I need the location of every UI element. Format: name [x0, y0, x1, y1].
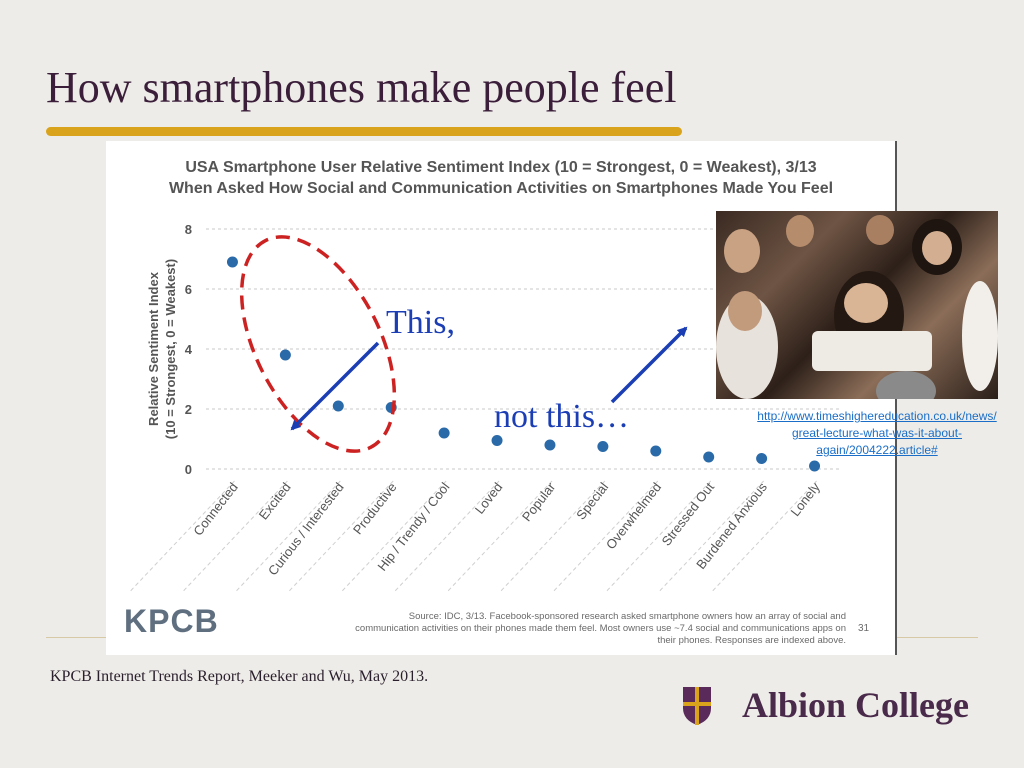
albion-shield-icon	[683, 687, 711, 725]
slide-title: How smartphones make people feel	[46, 63, 677, 112]
chart-source-note: Source: IDC, 3/13. Facebook-sponsored re…	[326, 611, 846, 647]
x-tick-label: Popular	[519, 479, 559, 524]
category-leader	[553, 480, 659, 592]
data-point	[332, 400, 344, 412]
category-leader	[606, 480, 712, 592]
lecture-hall-photo	[716, 211, 998, 399]
data-point	[279, 349, 291, 361]
photo-figure	[876, 371, 936, 399]
category-leader	[394, 480, 500, 592]
data-point	[438, 427, 450, 439]
category-leader	[659, 480, 764, 592]
y-tick-label: 8	[185, 222, 192, 237]
x-tick-label: Connected	[190, 480, 241, 539]
y-axis-label: (10 = Strongest, 0 = Weakest)	[163, 259, 178, 439]
albion-college-wordmark: Albion College	[742, 685, 970, 725]
category-leader	[288, 480, 394, 592]
source-line: communication activities on their phones…	[355, 623, 846, 634]
category-leader	[341, 480, 447, 592]
photo-figure	[724, 229, 760, 273]
x-tick-label: Stressed Out	[659, 479, 718, 548]
data-point	[226, 256, 238, 268]
x-tick-label: Loved	[472, 480, 506, 517]
photo-figure	[866, 215, 894, 245]
data-point	[385, 402, 397, 413]
link-line[interactable]: http://www.timeshighereducation.co.uk/ne…	[757, 409, 997, 423]
category-leader	[447, 480, 553, 592]
y-tick-label: 2	[185, 402, 192, 417]
link-line[interactable]: again/2004222.article#	[816, 443, 938, 457]
y-tick-label: 4	[185, 342, 193, 357]
y-tick-label: 0	[185, 462, 192, 477]
chart-title-line-1: USA Smartphone User Relative Sentiment I…	[185, 159, 817, 176]
photo-figure	[728, 291, 762, 331]
kpcb-logo: KPCB	[124, 603, 219, 639]
category-leader	[500, 480, 606, 592]
callout-this: This,	[386, 304, 455, 341]
chart-page-number: 31	[858, 623, 870, 634]
data-point	[597, 441, 609, 452]
y-tick-label: 6	[185, 282, 192, 297]
data-point	[809, 460, 821, 472]
category-leader	[183, 480, 288, 592]
category-leader	[130, 480, 235, 592]
x-tick-label: Special	[573, 480, 611, 523]
source-line: their phones. Responses are indexed abov…	[657, 635, 846, 646]
data-point	[544, 439, 556, 451]
x-tick-label: Lonely	[787, 479, 823, 519]
source-line: Source: IDC, 3/13. Facebook-sponsored re…	[408, 611, 846, 622]
category-leader	[235, 480, 341, 592]
x-tick-label: Productive	[350, 480, 400, 538]
photo-figure	[922, 231, 952, 265]
photo-figure	[844, 283, 888, 323]
x-tick-label: Excited	[256, 480, 294, 523]
data-point	[703, 451, 715, 463]
title-underline	[46, 127, 682, 136]
photo-figure	[962, 281, 998, 391]
x-tick-label: Overwhelmed	[603, 480, 664, 552]
data-point	[650, 445, 662, 457]
photo-source-link[interactable]: http://www.timeshighereducation.co.uk/ne…	[734, 408, 1020, 459]
photo-figure	[786, 215, 814, 247]
data-point	[756, 453, 768, 464]
photo-figure	[812, 331, 932, 371]
y-axis-label: Relative Sentiment Index	[146, 271, 161, 426]
footer-citation: KPCB Internet Trends Report, Meeker and …	[50, 668, 429, 685]
sentiment-chart: 0 2 4 6 8 Relative Sentiment Index (10 = Stron…	[130, 222, 841, 592]
category-leader	[712, 480, 817, 592]
data-point	[491, 435, 503, 446]
link-line[interactable]: great-lecture-what-was-it-about-	[791, 426, 963, 440]
callout-not-this: not this…	[494, 398, 630, 435]
chart-title-line-2: When Asked How Social and Communication …	[168, 180, 834, 197]
